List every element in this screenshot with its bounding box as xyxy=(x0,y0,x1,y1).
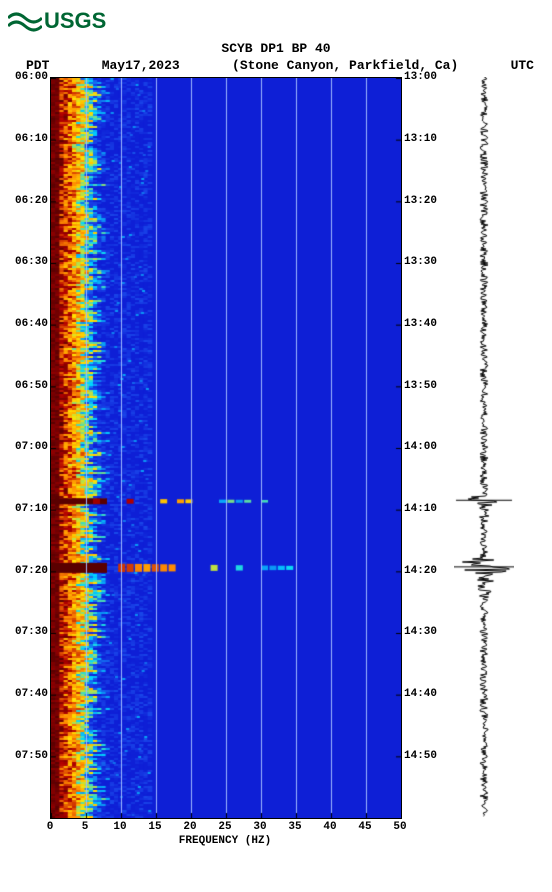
y-tick-right: 13:40 xyxy=(404,318,437,330)
x-tick: 25 xyxy=(218,821,231,833)
y-tick-right: 14:50 xyxy=(404,750,437,762)
x-tick: 40 xyxy=(323,821,336,833)
y-tick-left: 07:20 xyxy=(15,565,48,577)
logo-text: USGS xyxy=(44,8,106,34)
x-tick: 5 xyxy=(82,821,89,833)
x-tick: 30 xyxy=(253,821,266,833)
y-tick-left: 06:10 xyxy=(15,133,48,145)
y-tick-right: 14:20 xyxy=(404,565,437,577)
x-tick: 20 xyxy=(183,821,196,833)
y-tick-right: 13:00 xyxy=(404,71,437,83)
y-tick-left: 07:10 xyxy=(15,503,48,515)
x-axis-label: FREQUENCY (HZ) xyxy=(179,835,271,847)
x-tick: 45 xyxy=(358,821,371,833)
y-tick-left: 07:50 xyxy=(15,750,48,762)
y-tick-right: 13:30 xyxy=(404,256,437,268)
spectrogram-canvas xyxy=(50,77,402,819)
date-label: May17,2023 xyxy=(102,58,180,73)
spectrogram-plot xyxy=(50,77,402,819)
y-tick-right: 13:50 xyxy=(404,380,437,392)
y-tick-left: 07:00 xyxy=(15,441,48,453)
y-tick-left: 07:30 xyxy=(15,626,48,638)
y-tick-left: 06:50 xyxy=(15,380,48,392)
x-tick: 0 xyxy=(47,821,54,833)
y-tick-left: 06:40 xyxy=(15,318,48,330)
wave-icon xyxy=(8,10,42,32)
y-tick-right: 14:10 xyxy=(404,503,437,515)
y-tick-right: 13:10 xyxy=(404,133,437,145)
y-axis-left: 06:0006:1006:2006:3006:4006:5007:0007:10… xyxy=(8,77,50,817)
y-tick-left: 06:00 xyxy=(15,71,48,83)
x-tick: 50 xyxy=(393,821,406,833)
x-tick: 15 xyxy=(148,821,161,833)
y-tick-left: 06:20 xyxy=(15,195,48,207)
chart-title: SCYB DP1 BP 40 xyxy=(8,40,544,58)
seismogram-canvas xyxy=(454,77,514,817)
chart-subtitle: PDT May17,2023 (Stone Canyon, Parkfield,… xyxy=(8,58,544,77)
usgs-logo: USGS xyxy=(8,8,544,34)
tz-right-label: UTC xyxy=(511,58,534,73)
x-axis: FREQUENCY (HZ) 05101520253035404550 xyxy=(50,819,400,847)
y-tick-right: 13:20 xyxy=(404,195,437,207)
chart-area: 06:0006:1006:2006:3006:4006:5007:0007:10… xyxy=(8,77,544,819)
x-tick: 10 xyxy=(113,821,126,833)
seismogram-column xyxy=(454,77,524,817)
y-tick-right: 14:30 xyxy=(404,626,437,638)
y-axis-right: 13:0013:1013:2013:3013:4013:5014:0014:10… xyxy=(402,77,444,817)
y-tick-right: 14:00 xyxy=(404,441,437,453)
y-tick-left: 06:30 xyxy=(15,256,48,268)
y-tick-right: 14:40 xyxy=(404,688,437,700)
x-tick: 35 xyxy=(288,821,301,833)
y-tick-left: 07:40 xyxy=(15,688,48,700)
